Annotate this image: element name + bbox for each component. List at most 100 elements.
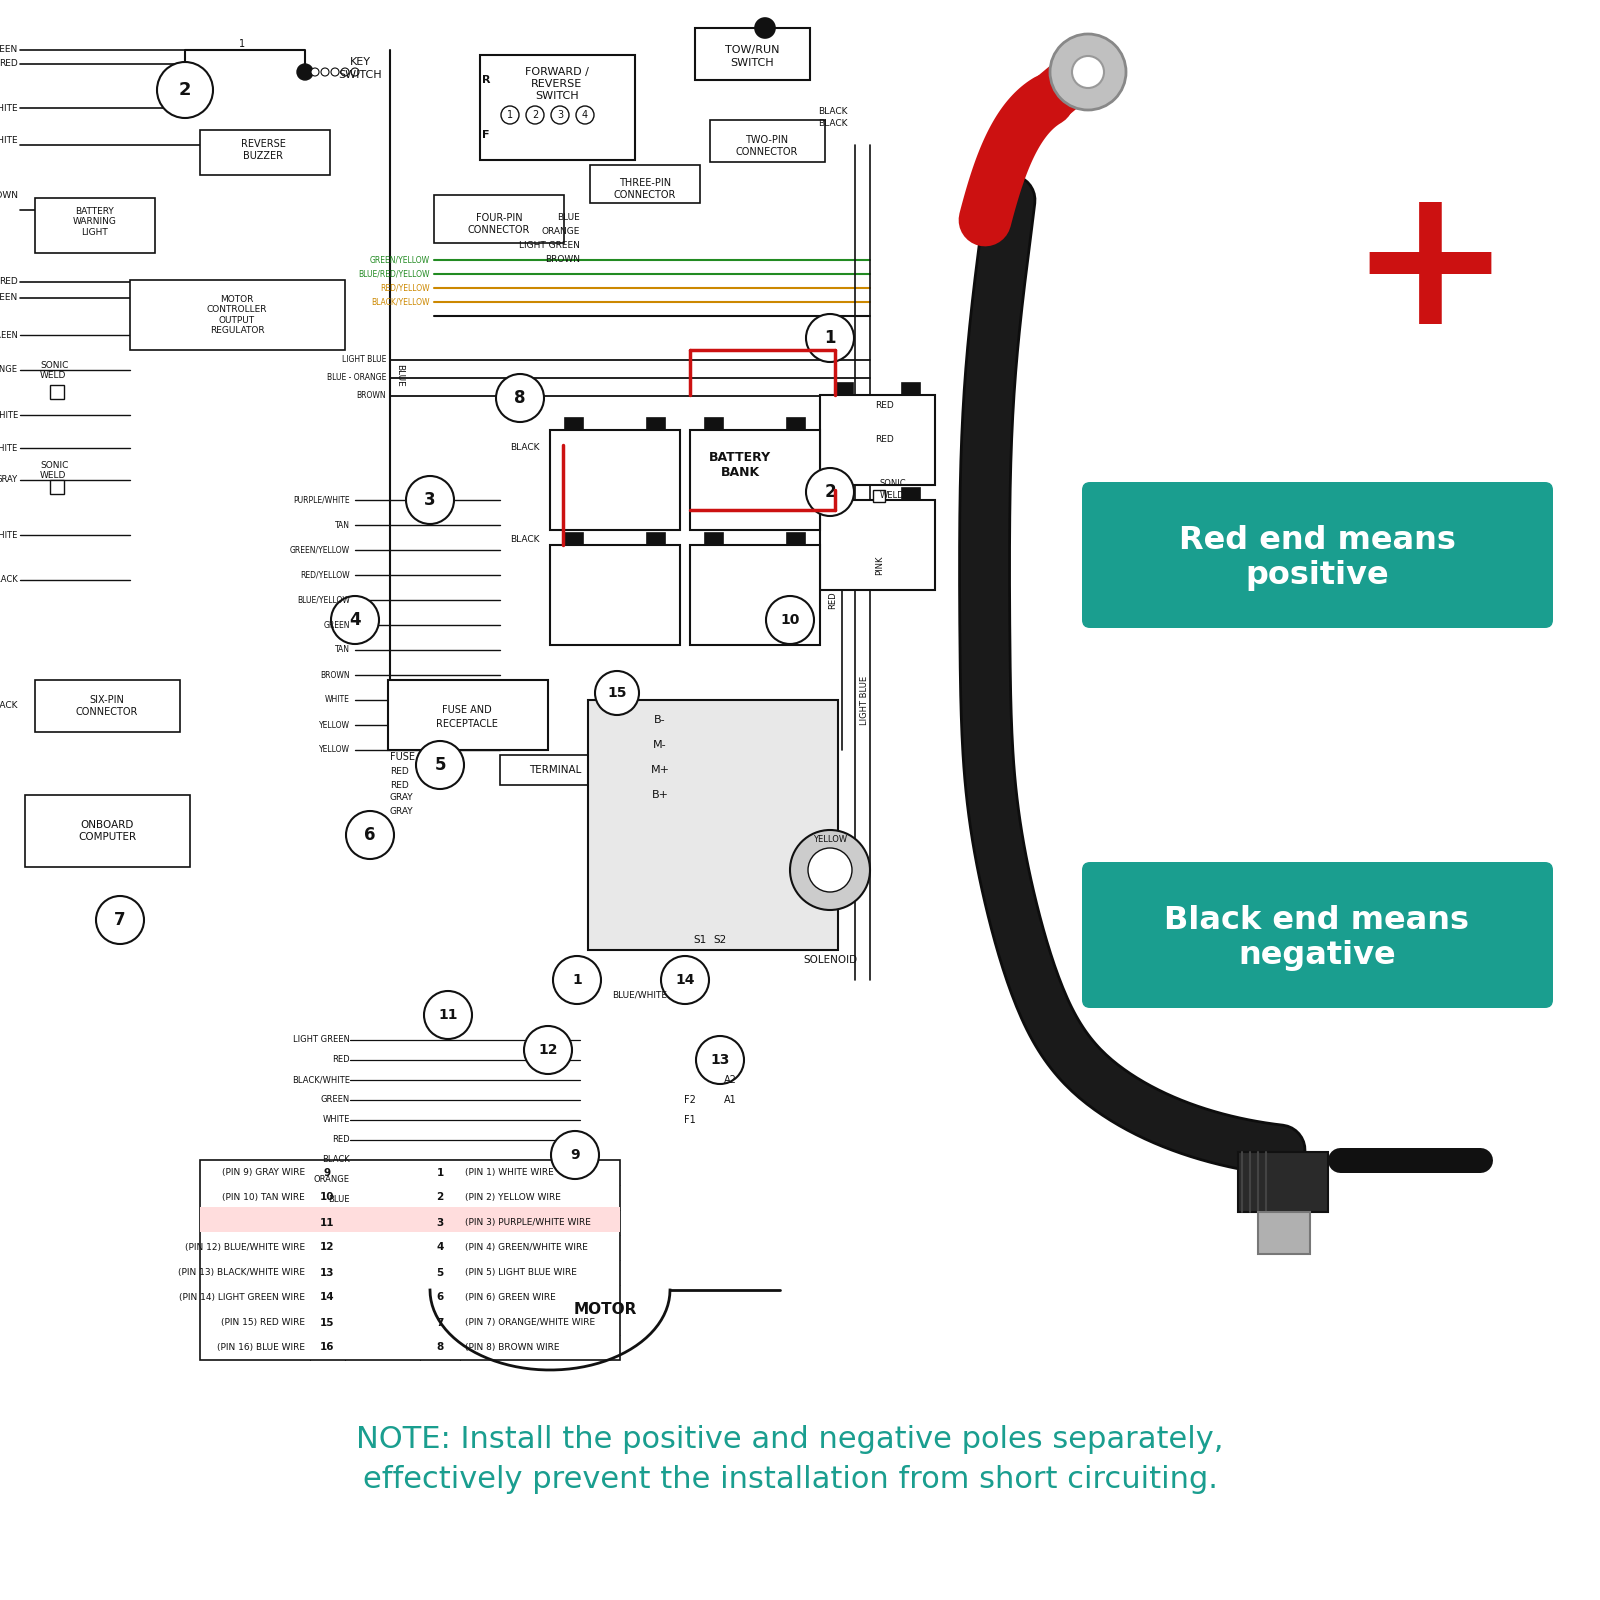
FancyBboxPatch shape (1082, 482, 1554, 627)
Text: (PIN 3) PURPLE/WHITE WIRE: (PIN 3) PURPLE/WHITE WIRE (466, 1218, 590, 1227)
Circle shape (157, 62, 213, 118)
Bar (387, 680, 547, 750)
Text: MOTOR: MOTOR (573, 1302, 637, 1317)
Text: (PIN 14) LIGHT GREEN WIRE: (PIN 14) LIGHT GREEN WIRE (179, 1293, 306, 1302)
Text: SONIC: SONIC (880, 478, 907, 488)
Text: GREEN: GREEN (0, 293, 18, 302)
Bar (902, 382, 920, 395)
Circle shape (526, 106, 544, 125)
Text: 6: 6 (437, 1293, 443, 1302)
Bar (874, 490, 885, 502)
Circle shape (350, 67, 358, 75)
Text: ORANGE: ORANGE (314, 1176, 350, 1184)
Text: CONNECTOR: CONNECTOR (736, 147, 798, 157)
Circle shape (576, 106, 594, 125)
Text: GRAY: GRAY (390, 794, 414, 803)
Text: RED/YELLOW: RED/YELLOW (301, 571, 350, 579)
Text: (PIN 16) BLUE WIRE: (PIN 16) BLUE WIRE (218, 1342, 306, 1352)
Text: PINK: PINK (875, 555, 883, 574)
Text: 4: 4 (582, 110, 589, 120)
Text: GREEN/YELLOW: GREEN/YELLOW (290, 546, 350, 555)
Text: PURPLE/WHITE: PURPLE/WHITE (293, 496, 350, 504)
Bar (589, 701, 838, 950)
Text: 14: 14 (675, 973, 694, 987)
Circle shape (496, 374, 544, 422)
Text: M+: M+ (651, 765, 669, 774)
Text: A1: A1 (723, 1094, 736, 1106)
Text: YELLOW: YELLOW (318, 720, 350, 730)
Text: ORANGE/WHITE: ORANGE/WHITE (0, 136, 18, 144)
Text: GREEN: GREEN (0, 45, 18, 54)
Circle shape (806, 314, 854, 362)
Text: 9: 9 (570, 1149, 579, 1162)
Circle shape (790, 830, 870, 910)
Text: 6: 6 (365, 826, 376, 845)
Text: ONBOARD
COMPUTER: ONBOARD COMPUTER (78, 821, 136, 842)
Text: RED: RED (829, 590, 837, 610)
Text: TERMINAL: TERMINAL (530, 765, 581, 774)
Text: LIGHT GREEN: LIGHT GREEN (518, 242, 579, 251)
Text: 11: 11 (438, 1008, 458, 1022)
Text: CONNECTOR: CONNECTOR (614, 190, 677, 200)
Text: MOTOR
CONTROLLER
OUTPUT
REGULATOR: MOTOR CONTROLLER OUTPUT REGULATOR (206, 294, 267, 334)
Bar (480, 54, 635, 160)
Text: BLUE/WHITE: BLUE/WHITE (613, 990, 667, 1000)
Text: 9: 9 (323, 1168, 331, 1178)
Text: WHITE: WHITE (323, 1115, 350, 1125)
Text: 1: 1 (824, 330, 835, 347)
Circle shape (322, 67, 330, 75)
Text: NOTE: Install the positive and negative poles separately,: NOTE: Install the positive and negative … (357, 1426, 1224, 1454)
Text: ORANGE: ORANGE (0, 365, 18, 374)
Text: R: R (482, 75, 490, 85)
Text: ORANGE/WHITE: ORANGE/WHITE (0, 443, 18, 453)
Text: BLACK: BLACK (322, 1155, 350, 1165)
Text: LIGHT GREEN: LIGHT GREEN (0, 331, 18, 339)
Text: 2: 2 (824, 483, 835, 501)
Text: 12: 12 (538, 1043, 558, 1058)
Text: (PIN 6) GREEN WIRE: (PIN 6) GREEN WIRE (466, 1293, 555, 1302)
Text: WELD: WELD (40, 470, 66, 480)
Text: (PIN 12) BLUE/WHITE WIRE: (PIN 12) BLUE/WHITE WIRE (186, 1243, 306, 1251)
Text: 15: 15 (608, 686, 627, 701)
Text: 13: 13 (710, 1053, 730, 1067)
Text: 3: 3 (557, 110, 563, 120)
Text: (PIN 13) BLACK/WHITE WIRE: (PIN 13) BLACK/WHITE WIRE (178, 1267, 306, 1277)
Text: BLACK: BLACK (818, 107, 848, 117)
Text: RED: RED (333, 1136, 350, 1144)
Circle shape (501, 106, 518, 125)
Text: BROWN: BROWN (0, 190, 18, 200)
Text: GREEN: GREEN (320, 1096, 350, 1104)
Text: (PIN 5) LIGHT BLUE WIRE: (PIN 5) LIGHT BLUE WIRE (466, 1267, 578, 1277)
Text: FUSE AND: FUSE AND (442, 706, 491, 715)
Bar (35, 198, 155, 253)
Text: 3: 3 (424, 491, 435, 509)
Circle shape (595, 670, 638, 715)
Text: BLACK: BLACK (510, 443, 541, 453)
Circle shape (416, 741, 464, 789)
Bar (499, 755, 610, 786)
Bar (200, 1160, 621, 1360)
Text: (PIN 8) BROWN WIRE: (PIN 8) BROWN WIRE (466, 1342, 560, 1352)
Bar (694, 27, 810, 80)
Text: BROWN: BROWN (546, 256, 579, 264)
Text: BLUE: BLUE (328, 1195, 350, 1205)
Text: +: + (1349, 176, 1512, 365)
Text: BATTERY
WARNING
LIGHT: BATTERY WARNING LIGHT (74, 206, 117, 237)
Text: BLACK: BLACK (510, 536, 541, 544)
Bar (646, 533, 666, 546)
Bar (787, 418, 805, 430)
Text: BLUE - ORANGE: BLUE - ORANGE (326, 373, 386, 382)
Text: RED: RED (390, 781, 408, 789)
Bar (835, 488, 853, 499)
Text: RED/YELLOW: RED/YELLOW (381, 283, 430, 293)
Bar (706, 418, 723, 430)
Text: TAN: TAN (334, 520, 350, 530)
Bar (787, 533, 805, 546)
Text: 7: 7 (437, 1317, 443, 1328)
Bar (1238, 1152, 1328, 1213)
Text: WHITE: WHITE (0, 531, 18, 539)
Circle shape (331, 595, 379, 643)
Text: RED: RED (0, 59, 18, 69)
Text: SOLENOID: SOLENOID (803, 955, 858, 965)
Text: BLACK: BLACK (0, 576, 18, 584)
